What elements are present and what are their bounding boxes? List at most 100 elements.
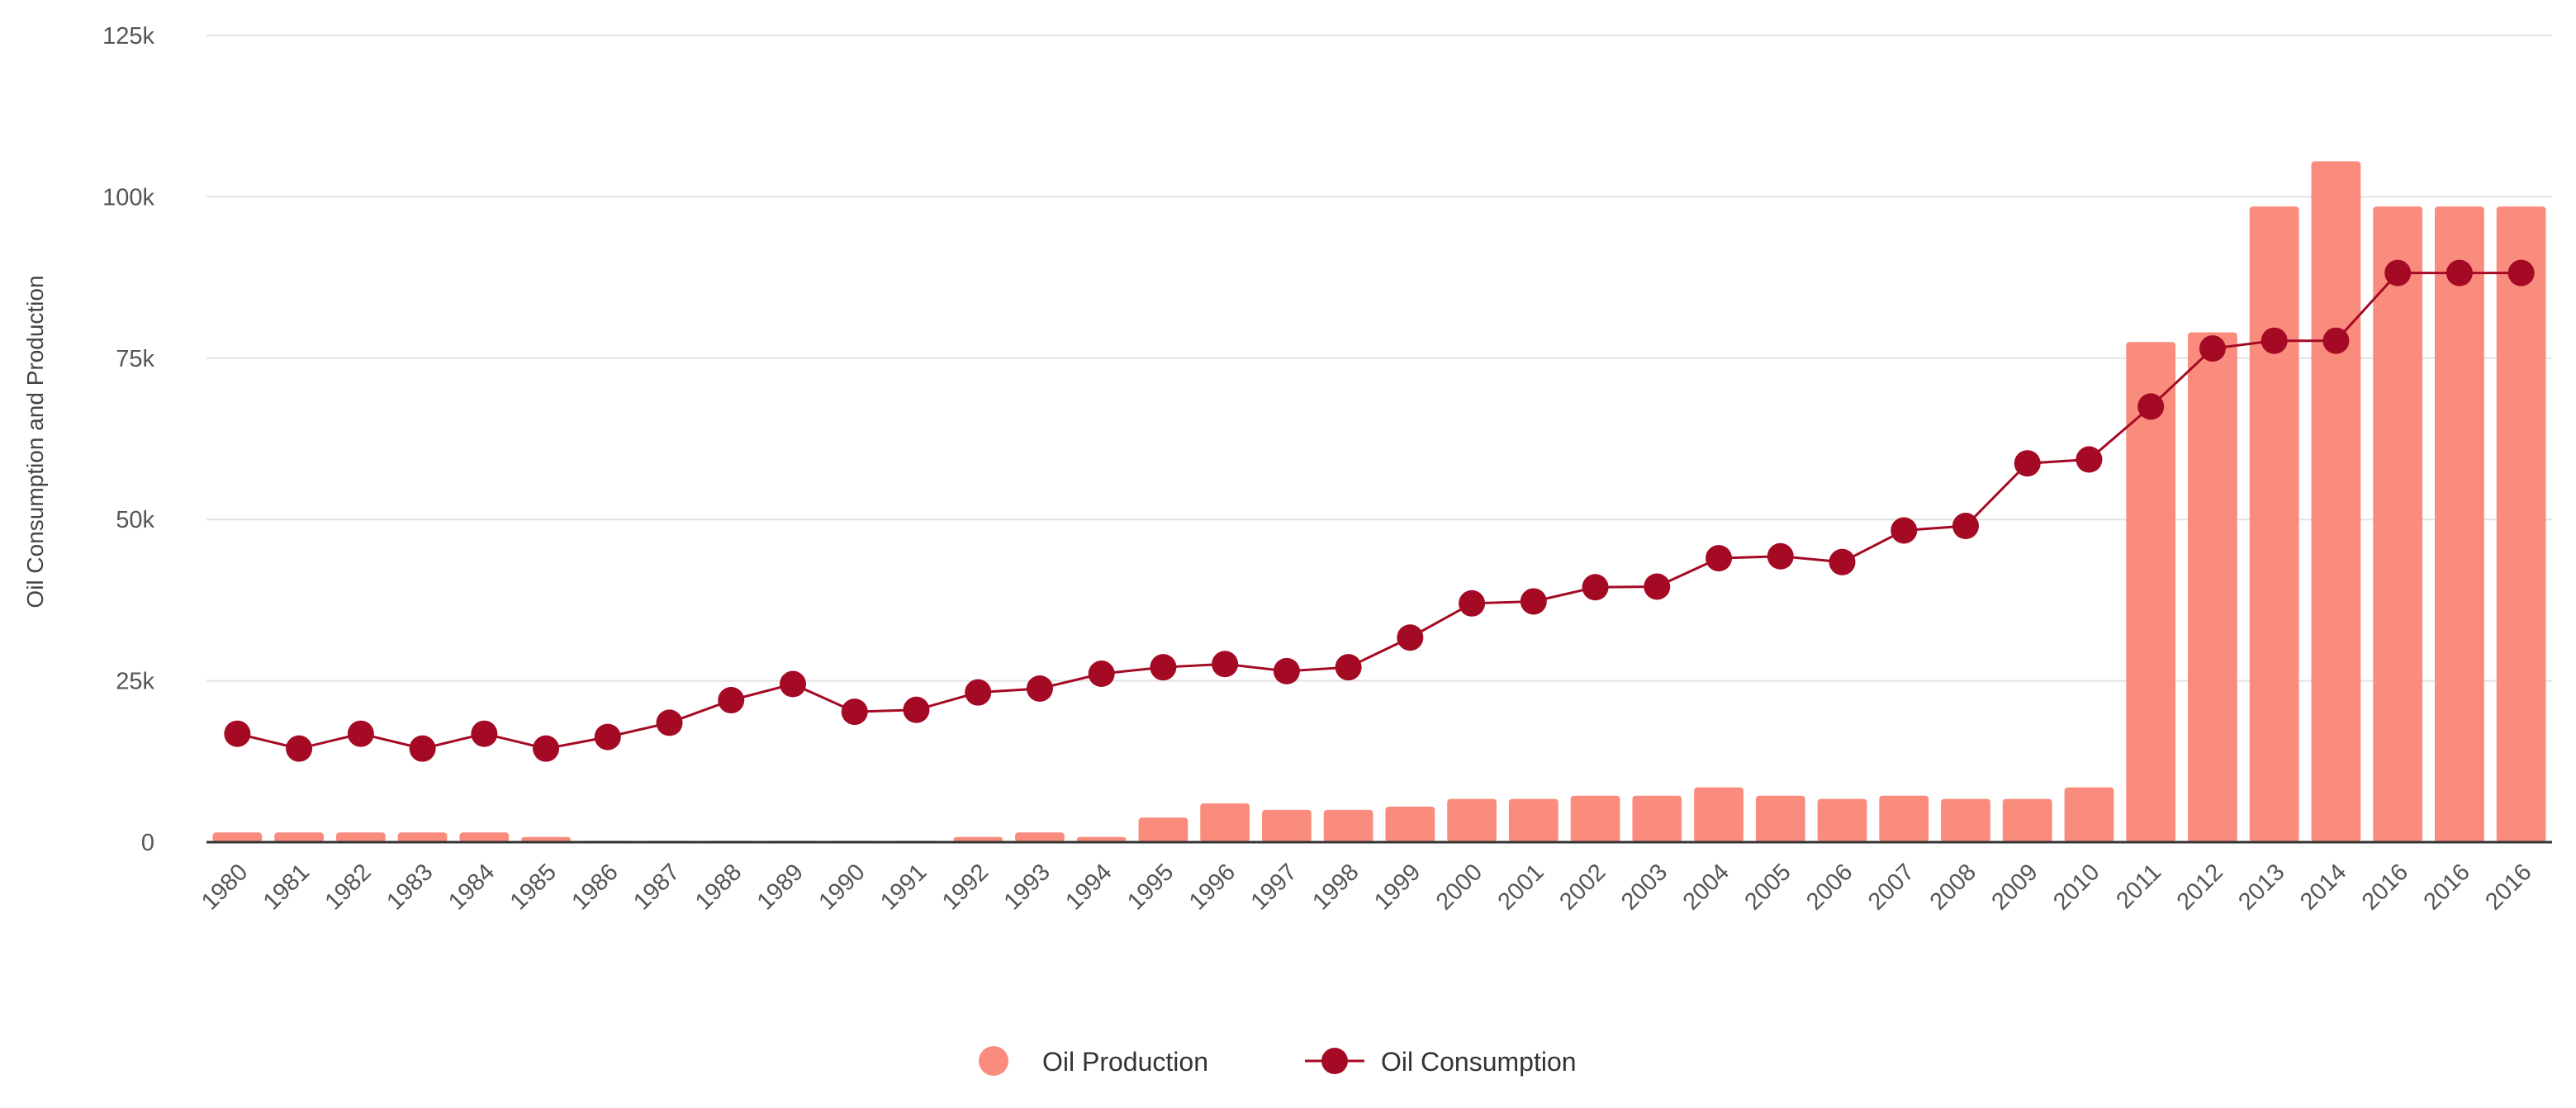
production-bar[interactable] <box>2064 787 2114 842</box>
production-bar[interactable] <box>2435 206 2484 842</box>
consumption-point[interactable] <box>1273 657 1300 684</box>
legend: Oil Production Oil Consumption <box>979 1046 1577 1077</box>
consumption-point[interactable] <box>2137 393 2165 420</box>
production-bar[interactable] <box>1941 798 1990 842</box>
consumption-point[interactable] <box>656 709 683 736</box>
x-tick-label: 1983 <box>382 859 438 915</box>
production-bar[interactable] <box>1632 795 1682 842</box>
consumption-point[interactable] <box>1150 654 1177 681</box>
production-bar[interactable] <box>1385 807 1435 842</box>
consumption-point[interactable] <box>1088 661 1115 688</box>
production-bar[interactable] <box>1262 809 1312 842</box>
production-bar[interactable] <box>274 832 324 842</box>
x-tick-label: 1993 <box>999 859 1056 915</box>
consumption-point[interactable] <box>1459 590 1486 617</box>
production-bar[interactable] <box>1323 809 1373 842</box>
production-bar[interactable] <box>459 832 510 842</box>
production-bar[interactable] <box>1508 798 1558 842</box>
x-tick-label: 2014 <box>2295 859 2351 915</box>
x-tick-label: 2016 <box>2419 859 2475 915</box>
consumption-point[interactable] <box>1212 651 1239 678</box>
production-bar[interactable] <box>212 832 263 842</box>
production-bar[interactable] <box>2373 206 2423 842</box>
legend-item-production[interactable]: Oil Production <box>979 1046 1208 1077</box>
consumption-point[interactable] <box>2076 446 2103 473</box>
x-tick-label: 2013 <box>2233 859 2289 915</box>
x-tick-label: 1998 <box>1307 859 1364 915</box>
consumption-point[interactable] <box>1335 654 1362 681</box>
x-tick-label: 2009 <box>1986 859 2042 915</box>
consumption-point[interactable] <box>1890 517 1918 544</box>
consumption-point[interactable] <box>2014 450 2041 477</box>
consumption-point[interactable] <box>286 735 313 762</box>
y-axis-title: Oil Consumption and Production <box>22 275 48 608</box>
consumption-point[interactable] <box>409 735 436 762</box>
consumption-point[interactable] <box>2199 335 2226 362</box>
consumption-point[interactable] <box>224 720 251 747</box>
x-tick-label: 2011 <box>2111 859 2166 914</box>
consumption-point[interactable] <box>1520 588 1547 615</box>
production-bar[interactable] <box>1015 832 1065 842</box>
y-tick-label: 50k <box>116 507 154 533</box>
production-bar[interactable] <box>953 836 1003 842</box>
consumption-point[interactable] <box>2507 259 2535 286</box>
consumption-line <box>224 259 2535 762</box>
consumption-point[interactable] <box>533 735 560 762</box>
production-bar[interactable] <box>1570 795 1620 842</box>
production-bar[interactable] <box>1138 817 1188 842</box>
production-bar[interactable] <box>1879 795 1929 842</box>
consumption-legend-icon <box>1321 1048 1348 1074</box>
production-bar[interactable] <box>521 836 571 842</box>
production-bar[interactable] <box>397 832 448 842</box>
consumption-point[interactable] <box>965 679 992 706</box>
production-bar[interactable] <box>1694 787 1743 842</box>
consumption-point[interactable] <box>1767 542 1794 570</box>
production-bar[interactable] <box>1076 836 1127 842</box>
y-tick-label: 75k <box>116 346 154 372</box>
x-tick-label: 1987 <box>629 859 685 915</box>
production-bar[interactable] <box>1200 803 1250 842</box>
consumption-point[interactable] <box>347 720 374 747</box>
consumption-point[interactable] <box>1644 573 1671 600</box>
x-tick-label: 2008 <box>1925 859 1981 915</box>
y-tick-label: 125k <box>102 23 154 50</box>
production-bar[interactable] <box>2496 206 2546 842</box>
legend-item-consumption[interactable]: Oil Consumption <box>1305 1047 1577 1077</box>
consumption-point[interactable] <box>1705 545 1733 572</box>
consumption-point[interactable] <box>780 670 806 698</box>
x-tick-label: 1989 <box>752 859 809 915</box>
x-tick-label: 2007 <box>1863 859 1919 915</box>
production-bar[interactable] <box>2002 798 2052 842</box>
consumption-point[interactable] <box>1582 574 1609 601</box>
consumption-point[interactable] <box>471 720 498 747</box>
production-bar[interactable] <box>2126 342 2176 842</box>
consumption-point[interactable] <box>1026 675 1053 702</box>
consumption-point[interactable] <box>594 723 621 751</box>
production-bar[interactable] <box>2249 206 2299 842</box>
x-tick-label: 2006 <box>1801 859 1857 915</box>
consumption-point[interactable] <box>841 698 868 726</box>
production-bar[interactable] <box>1755 795 1805 842</box>
x-tick-label: 1986 <box>567 859 623 915</box>
production-bar[interactable] <box>335 832 386 842</box>
production-bar[interactable] <box>2311 161 2361 843</box>
production-bar[interactable] <box>2188 332 2237 842</box>
x-tick-label: 2016 <box>2480 859 2536 915</box>
consumption-point[interactable] <box>2322 327 2350 354</box>
x-tick-label: 1991 <box>875 859 932 915</box>
production-bar[interactable] <box>1447 798 1497 842</box>
consumption-point[interactable] <box>718 687 745 714</box>
production-bar[interactable] <box>1817 798 1867 842</box>
consumption-point[interactable] <box>2446 259 2473 286</box>
consumption-point[interactable] <box>2261 327 2288 354</box>
consumption-point[interactable] <box>1829 548 1856 575</box>
consumption-point[interactable] <box>903 696 930 723</box>
x-tick-label: 1994 <box>1060 859 1117 915</box>
x-tick-label: 1990 <box>814 859 870 915</box>
consumption-point[interactable] <box>1397 624 1424 651</box>
consumption-point[interactable] <box>2384 259 2412 286</box>
y-tick-label: 0 <box>141 830 154 856</box>
x-tick-label: 2004 <box>1678 859 1734 915</box>
consumption-point[interactable] <box>1952 513 1979 540</box>
